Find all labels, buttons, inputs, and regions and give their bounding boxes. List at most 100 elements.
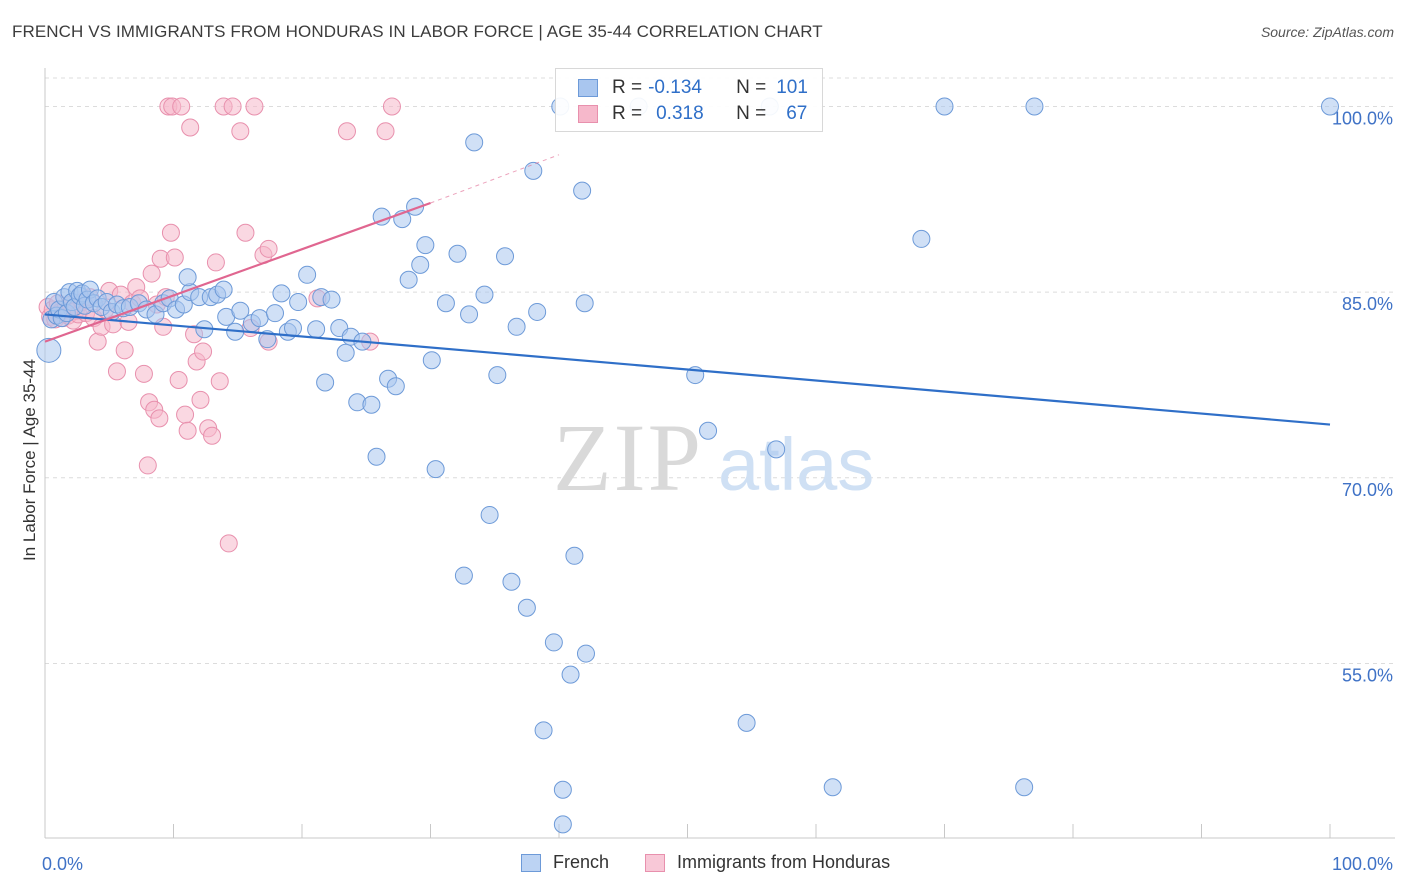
legend-label-french: French — [553, 852, 610, 872]
point-french — [272, 284, 291, 303]
point-french — [399, 270, 418, 289]
x-tick-label-start: 0.0% — [42, 854, 83, 874]
point-french — [322, 290, 341, 309]
legend-n-value-french: 101 — [776, 77, 808, 98]
legend-n-label: N = — [736, 77, 767, 98]
point-french — [411, 255, 430, 274]
point-honduras — [191, 390, 210, 409]
legend-r-label: R = — [612, 103, 643, 124]
point-french — [362, 395, 381, 414]
point-french — [465, 133, 484, 152]
bottom-legend: French Immigrants from Honduras — [0, 852, 1406, 876]
point-honduras — [165, 248, 184, 267]
point-french — [1015, 778, 1034, 797]
legend-label-honduras: Immigrants from Honduras — [677, 852, 891, 872]
trend-line-honduras-extension — [430, 154, 560, 204]
y-tick-label: 70.0% — [1342, 480, 1393, 500]
x-tick-label-end: 100.0% — [1332, 854, 1393, 874]
legend-n-label: N = — [736, 103, 767, 124]
point-honduras — [181, 118, 200, 137]
legend-item-french: French — [521, 852, 609, 873]
axis-layer: 55.0% 70.0% 85.0% 100.0% 0.0% 100.0% — [42, 68, 1395, 874]
point-honduras — [236, 223, 255, 242]
point-french — [448, 244, 467, 263]
point-french — [266, 304, 285, 323]
y-tick-label: 55.0% — [1342, 665, 1393, 685]
y-tick-label: 100.0% — [1332, 108, 1393, 128]
legend-n-value-honduras: 67 — [786, 103, 808, 124]
point-french — [561, 665, 580, 684]
point-honduras — [382, 97, 401, 116]
trend-line-french — [44, 313, 1331, 426]
point-honduras — [161, 223, 180, 242]
point-french — [422, 351, 441, 370]
legend-swatch-french — [578, 79, 598, 97]
series-french-points — [36, 97, 1339, 834]
point-french — [553, 780, 572, 799]
point-honduras — [134, 364, 153, 383]
point-honduras — [245, 97, 264, 116]
point-french — [475, 285, 494, 304]
point-french — [573, 181, 592, 200]
point-french — [460, 305, 479, 324]
legend-r-label: R = — [612, 77, 643, 98]
point-french — [912, 229, 931, 248]
point-french — [426, 460, 445, 479]
point-french — [496, 247, 515, 266]
legend-swatch-honduras — [645, 853, 665, 872]
point-french — [528, 302, 547, 321]
point-honduras — [337, 122, 356, 141]
point-french — [289, 293, 308, 312]
grid-layer — [45, 77, 1395, 664]
legend-swatch-honduras — [578, 105, 598, 123]
legend-r-value-french: -0.134 — [648, 77, 702, 98]
point-honduras — [88, 332, 107, 351]
legend-r-value-honduras: 0.318 — [656, 103, 704, 124]
point-french — [553, 815, 572, 834]
y-tick-label: 85.0% — [1342, 294, 1393, 314]
point-french — [307, 320, 326, 339]
point-french — [534, 721, 553, 740]
watermark-zip: ZIP — [553, 404, 703, 511]
point-french — [565, 546, 584, 565]
source-label: Source: ZipAtlas.com — [1260, 24, 1394, 40]
trend-lines — [44, 154, 1331, 426]
point-honduras — [178, 421, 197, 440]
point-french — [507, 317, 526, 336]
point-french — [36, 337, 62, 363]
point-french — [416, 236, 435, 255]
point-french — [823, 778, 842, 797]
point-french — [298, 265, 317, 284]
y-axis-label: In Labor Force | Age 35-44 — [20, 359, 39, 561]
point-french — [231, 301, 250, 320]
point-french — [767, 440, 786, 459]
trend-line-honduras — [44, 201, 431, 343]
point-french — [1025, 97, 1044, 116]
point-french — [367, 447, 386, 466]
point-honduras — [376, 122, 395, 141]
point-french — [544, 633, 563, 652]
point-honduras — [150, 409, 169, 428]
point-french — [1321, 97, 1339, 116]
point-french — [737, 713, 756, 732]
point-honduras — [259, 239, 278, 258]
watermark: ZIP atlas — [553, 404, 874, 511]
point-honduras — [194, 342, 213, 361]
point-honduras — [219, 534, 238, 553]
point-french — [935, 97, 954, 116]
point-french — [250, 309, 269, 328]
point-french — [488, 366, 507, 385]
point-french — [386, 377, 405, 396]
point-french — [316, 373, 335, 392]
point-french — [524, 161, 543, 180]
point-french — [284, 319, 303, 338]
point-honduras — [107, 362, 126, 381]
legend-swatch-french — [521, 853, 541, 872]
point-french — [576, 644, 595, 663]
chart-title: FRENCH VS IMMIGRANTS FROM HONDURAS IN LA… — [12, 22, 823, 41]
legend-row-honduras: R = 0.318 N = 67 — [578, 103, 807, 125]
point-honduras — [210, 372, 229, 391]
point-french — [454, 566, 473, 585]
point-french — [336, 343, 355, 362]
